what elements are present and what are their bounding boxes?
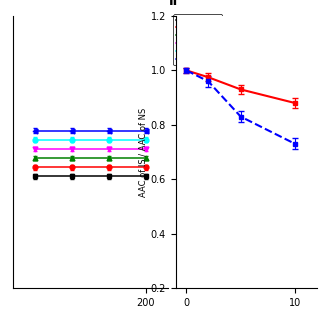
Text: ii: ii — [169, 0, 178, 8]
Y-axis label: AAC of IS / AAC of NS: AAC of IS / AAC of NS — [139, 108, 148, 196]
Legend: 0 kGy, 0.5 kGy, 1 kGy, 2.5 kGy, 5 kGy, 10 kGy: 0 kGy, 0.5 kGy, 1 kGy, 2.5 kGy, 5 kGy, 1… — [173, 14, 222, 65]
